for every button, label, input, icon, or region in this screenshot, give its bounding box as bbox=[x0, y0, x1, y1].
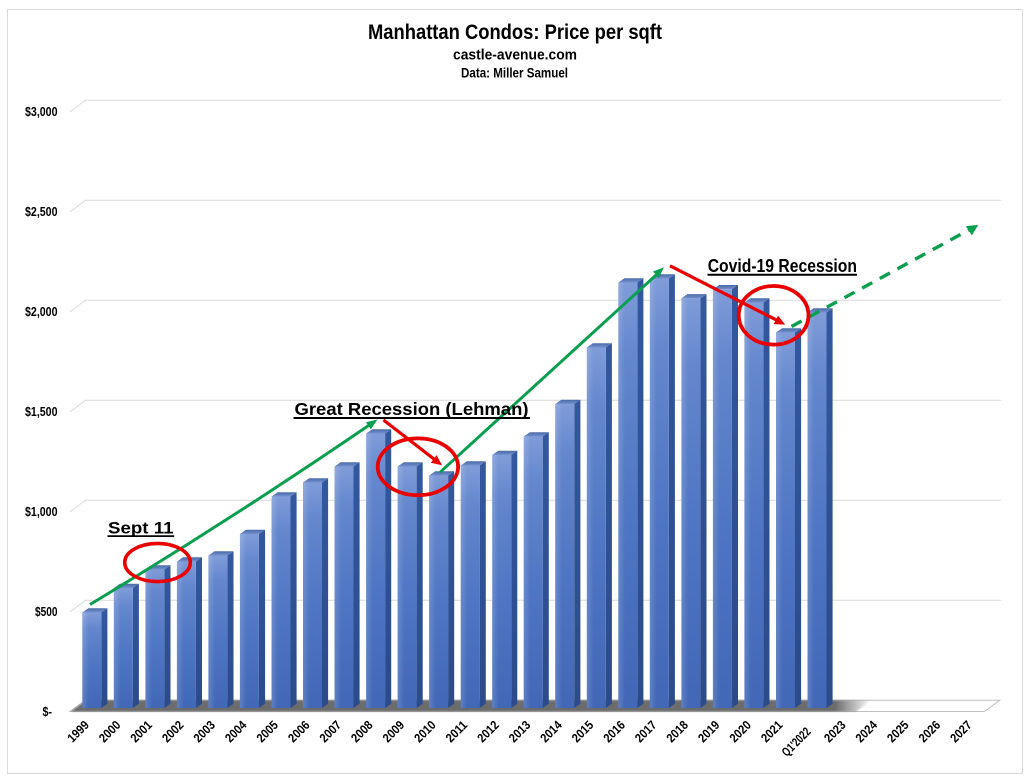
svg-text:Data: Miller Samuel: Data: Miller Samuel bbox=[461, 66, 568, 81]
svg-text:Great Recession (Lehman): Great Recession (Lehman) bbox=[295, 399, 529, 419]
svg-text:$2,500: $2,500 bbox=[25, 205, 58, 219]
svg-text:Manhattan Condos: Price per sq: Manhattan Condos: Price per sqft bbox=[368, 21, 662, 44]
svg-text:$3,000: $3,000 bbox=[25, 105, 58, 119]
svg-text:Sept 11: Sept 11 bbox=[108, 519, 174, 538]
svg-text:$-: $- bbox=[43, 705, 53, 719]
svg-text:$1,000: $1,000 bbox=[25, 505, 58, 519]
svg-text:Covid-19 Recession: Covid-19 Recession bbox=[708, 256, 857, 276]
svg-text:$2,000: $2,000 bbox=[25, 305, 58, 319]
svg-text:$1,500: $1,500 bbox=[25, 405, 58, 419]
svg-text:castle-avenue.com: castle-avenue.com bbox=[453, 46, 577, 63]
svg-text:$500: $500 bbox=[35, 605, 58, 619]
